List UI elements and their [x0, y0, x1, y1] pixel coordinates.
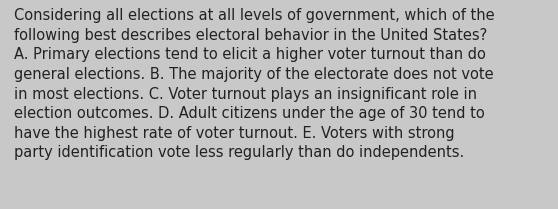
Text: Considering all elections at all levels of government, which of the
following be: Considering all elections at all levels … [14, 8, 494, 160]
